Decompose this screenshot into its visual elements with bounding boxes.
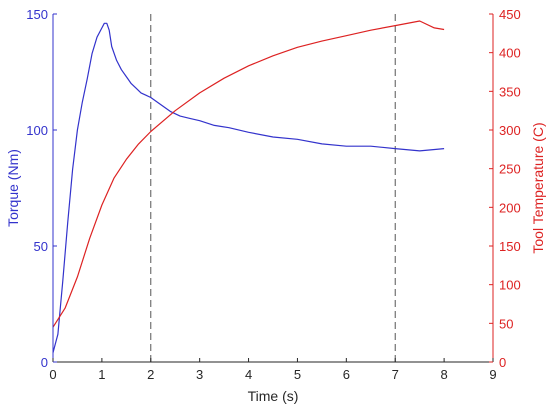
plot-area — [53, 14, 493, 362]
right-y-axis-label: Tool Temperature (C) — [530, 122, 546, 253]
x-tick-label: 4 — [245, 367, 252, 382]
x-tick-label: 0 — [49, 367, 56, 382]
left-y-tick-label: 0 — [41, 355, 48, 370]
right-y-tick-label: 350 — [499, 84, 521, 99]
torque-line — [52, 22, 445, 353]
x-tick-label: 9 — [489, 367, 496, 382]
right-y-tick-label: 150 — [499, 239, 521, 254]
x-tick-label: 5 — [294, 367, 301, 382]
x-tick-label: 1 — [98, 367, 105, 382]
temperature-line — [52, 20, 445, 328]
x-axis-ticks: 0 1 2 3 4 5 6 7 8 9 — [49, 358, 497, 382]
x-tick-label: 2 — [147, 367, 154, 382]
right-y-tick-label: 400 — [499, 46, 521, 61]
x-tick-label: 6 — [343, 367, 350, 382]
x-axis-label: Time (s) — [248, 388, 299, 404]
right-y-tick-label: 0 — [499, 355, 506, 370]
left-y-tick-label: 50 — [34, 239, 48, 254]
axes-frame — [52, 14, 494, 363]
right-y-tick-label: 250 — [499, 162, 521, 177]
left-y-axis-ticks: 0 50 100 150 — [26, 7, 57, 370]
left-y-tick-label: 100 — [26, 123, 48, 138]
right-y-tick-label: 100 — [499, 278, 521, 293]
x-tick-label: 3 — [196, 367, 203, 382]
dashed-reference-lines — [150, 14, 396, 362]
right-y-tick-label: 200 — [499, 200, 521, 215]
right-y-axis-ticks: 0 50 100 150 200 250 300 350 400 450 — [489, 7, 521, 370]
x-tick-label: 7 — [392, 367, 399, 382]
left-y-tick-label: 150 — [26, 7, 48, 22]
x-tick-label: 8 — [440, 367, 447, 382]
right-y-tick-label: 50 — [499, 316, 513, 331]
right-y-tick-label: 450 — [499, 7, 521, 22]
right-y-tick-label: 300 — [499, 123, 521, 138]
left-y-axis-label: Torque (Nm) — [5, 149, 21, 227]
series-lines — [52, 20, 445, 353]
